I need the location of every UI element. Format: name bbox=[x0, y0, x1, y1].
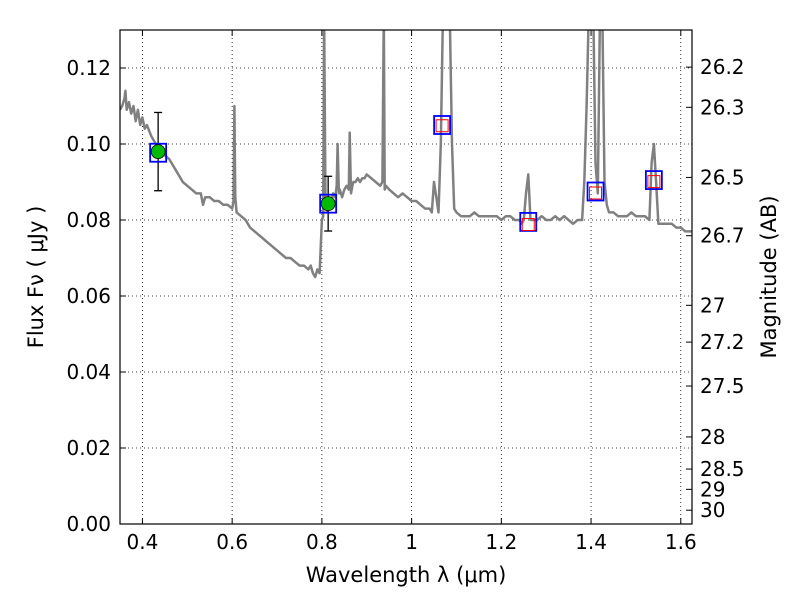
model-band-square bbox=[586, 181, 605, 202]
x-tick-label: 1.2 bbox=[485, 530, 517, 554]
model-spectrum-line bbox=[120, 30, 692, 279]
mag-tick-label: 26.7 bbox=[700, 224, 745, 248]
upper-limit-square bbox=[647, 175, 661, 189]
upper-limit-square bbox=[589, 186, 603, 200]
x-tick-label: 1.6 bbox=[665, 530, 697, 554]
y-tick-label: 0.08 bbox=[66, 208, 111, 232]
x-tick-label: 1 bbox=[405, 530, 418, 554]
grid-lines bbox=[120, 30, 692, 525]
model-band-square bbox=[319, 193, 338, 214]
x-tick-label: 1.4 bbox=[575, 530, 607, 554]
upper-limit-square bbox=[435, 119, 449, 133]
y-tick-label: 0.12 bbox=[66, 56, 111, 80]
y-tick-label: 0.06 bbox=[66, 284, 111, 308]
mag-tick-label: 27.2 bbox=[700, 330, 745, 354]
mag-tick-label: 27 bbox=[700, 293, 725, 317]
observed-point bbox=[150, 144, 166, 160]
mag-tick-label: 26.3 bbox=[700, 95, 745, 119]
y-axis-right-label: Magnitude (AB) bbox=[757, 195, 781, 358]
upper-limit-square bbox=[521, 218, 535, 232]
y-tick-label: 0.00 bbox=[66, 512, 111, 536]
model-band-square bbox=[149, 142, 168, 163]
mag-tick-label: 26.2 bbox=[700, 55, 745, 79]
axis-ticks: 0.4 0.6 0.8 1 1.2 1.4 1.6 0.00 0.02 0.04 0.06 0.08 0… bbox=[66, 30, 745, 554]
mag-tick-label: 29 bbox=[700, 477, 725, 501]
observed-point bbox=[320, 196, 336, 212]
x-axis-label: Wavelength λ (μm) bbox=[306, 563, 507, 587]
model-band-square bbox=[433, 115, 452, 135]
model-band-square bbox=[644, 170, 663, 191]
mag-tick-label: 27.5 bbox=[700, 374, 745, 398]
mag-tick-label: 28.5 bbox=[700, 457, 745, 481]
y-tick-label: 0.10 bbox=[66, 132, 111, 156]
mag-tick-label: 26.5 bbox=[700, 165, 745, 189]
mag-tick-label: 28 bbox=[700, 425, 725, 449]
mag-tick-label: 30 bbox=[700, 498, 725, 522]
plot-frame bbox=[119, 29, 693, 525]
data-layer bbox=[120, 30, 692, 279]
x-tick-label: 0.4 bbox=[127, 530, 159, 554]
x-tick-label: 0.8 bbox=[306, 530, 338, 554]
y-tick-label: 0.04 bbox=[66, 360, 111, 384]
marker-layer bbox=[149, 111, 663, 232]
x-tick-label: 0.6 bbox=[216, 530, 248, 554]
y-axis-label: Flux Fν ( μJy ) bbox=[24, 206, 48, 349]
y-tick-label: 0.02 bbox=[66, 436, 111, 460]
